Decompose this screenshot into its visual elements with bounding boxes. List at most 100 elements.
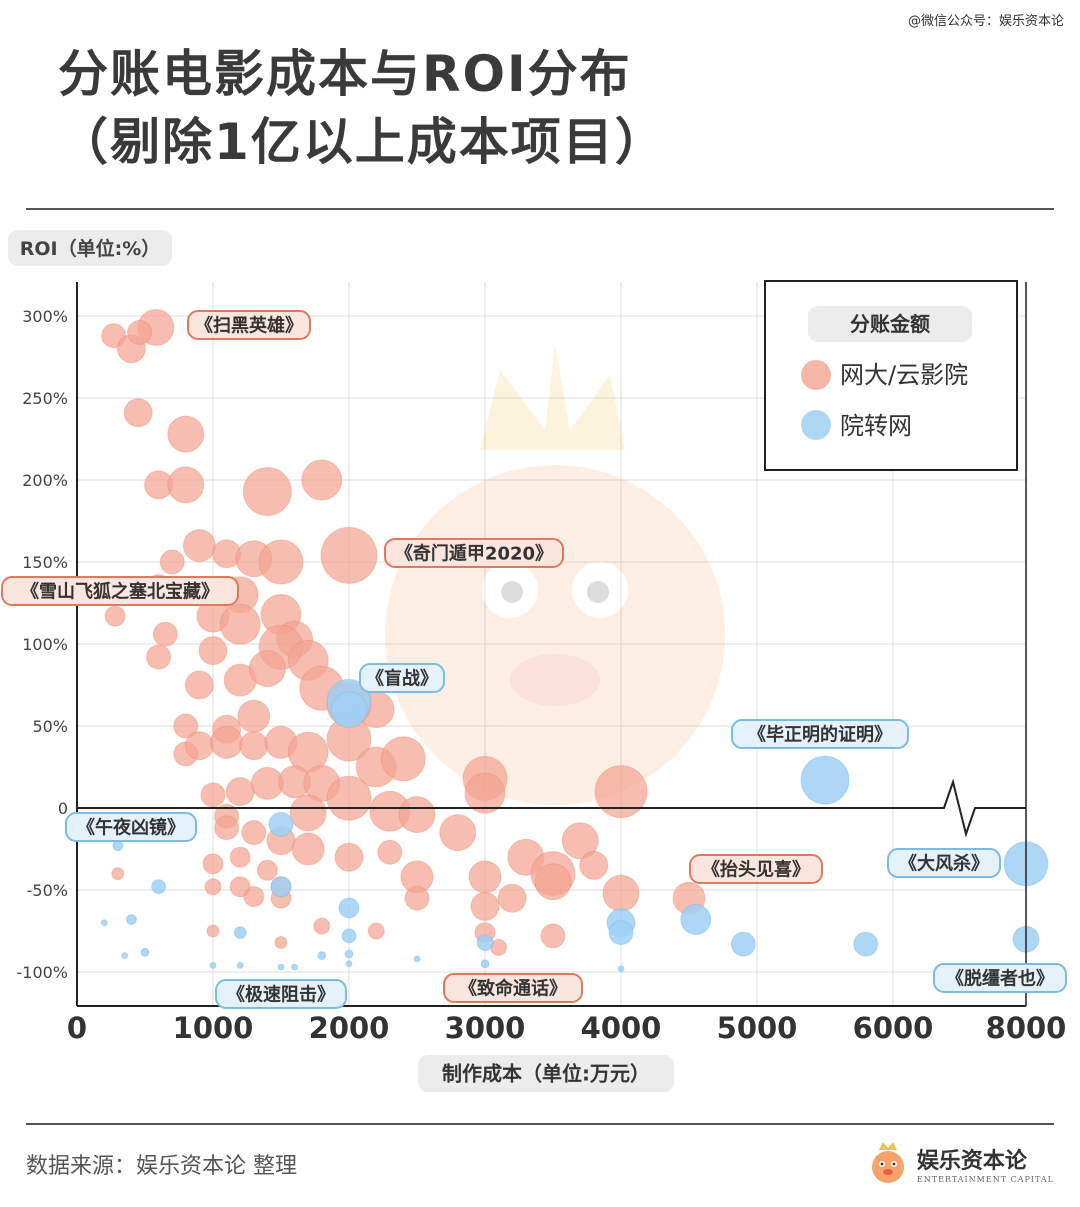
annotation-label-bg	[359, 663, 445, 693]
annotation-label-bg	[689, 854, 823, 884]
bubble-net-movie	[334, 842, 364, 872]
annotation-label-bg	[384, 538, 564, 568]
bubble-net-movie	[258, 539, 304, 585]
bubble-net-movie	[198, 636, 228, 666]
bubble-transfer-movie	[140, 947, 150, 957]
annotation-label-bg	[887, 848, 1001, 878]
x-axis-title: 制作成本（单位:万元）	[442, 1062, 650, 1086]
x-tick-label: 1000	[173, 1011, 254, 1045]
bubble-net-movie	[206, 924, 220, 938]
bubble-net-movie	[219, 603, 261, 645]
bubble-net-movie	[602, 874, 640, 912]
bottom-divider	[26, 1123, 1054, 1125]
y-tick-label: 250%	[22, 389, 68, 408]
title-line-1: 分账电影成本与ROI分布	[58, 45, 632, 103]
bubble-net-movie	[561, 822, 599, 860]
title-line-2: （剔除1亿以上成本项目）	[58, 113, 667, 171]
y-tick-label: 300%	[22, 307, 68, 326]
annotation-label: 《大风杀》	[899, 852, 989, 874]
brand-logo: 娱乐资本论 ENTERTAINMENT CAPITAL	[865, 1140, 1054, 1186]
brand-subtitle: ENTERTAINMENT CAPITAL	[916, 1174, 1054, 1184]
legend-title: 分账金额	[850, 312, 930, 336]
bubble-net-movie	[291, 832, 325, 866]
bubble-transfer-movie	[151, 879, 167, 895]
bubble-net-movie	[111, 867, 125, 881]
bubble-net-movie	[229, 876, 251, 898]
bubble-transfer-movie	[608, 920, 634, 946]
legend-label-transfer: 院转网	[840, 412, 912, 440]
bubble-transfer-movie	[125, 914, 137, 925]
bubble-net-movie	[439, 814, 477, 852]
bubble-transfer-movie	[112, 840, 124, 852]
bubble-transfer-movie	[413, 955, 421, 963]
bubble-net-movie	[497, 883, 527, 913]
bubble-net-movie	[146, 644, 172, 670]
bubble-transfer-movie	[100, 919, 108, 927]
annotation-label: 《脱缰者也》	[946, 967, 1054, 989]
bubble-transfer-movie	[291, 963, 299, 971]
bubble-net-movie	[104, 605, 126, 627]
legend-swatch-transfer	[801, 410, 831, 440]
bubble-net-movie	[380, 736, 426, 782]
bubble-transfer-movie	[233, 926, 247, 940]
bubble-net-movie	[225, 777, 255, 807]
y-tick-label: -100%	[16, 963, 68, 982]
bubble-transfer-movie	[617, 965, 625, 973]
bubble-net-movie	[123, 398, 153, 428]
x-tick-label: 0	[67, 1011, 87, 1045]
bubble-transfer-movie	[853, 931, 879, 957]
x-tick-label: 3000	[445, 1011, 526, 1045]
bubble-net-movie	[200, 782, 226, 808]
bubble-net-movie	[237, 699, 271, 733]
x-tick-label: 4000	[581, 1011, 662, 1045]
bubble-net-movie	[468, 860, 502, 894]
bubble-net-movie	[159, 549, 185, 575]
annotation-label: 《雪山飞狐之塞北宝藏》	[21, 580, 219, 602]
page-title: 分账电影成本与ROI分布 （剔除1亿以上成本项目）	[58, 40, 667, 176]
x-tick-label: 6000	[853, 1011, 934, 1045]
bubble-net-movie	[320, 526, 378, 584]
bubble-transfer-movie	[344, 949, 354, 959]
y-tick-label: 0	[58, 799, 68, 818]
bubble-transfer-movie	[345, 960, 353, 968]
bubble-net-movie	[248, 650, 286, 688]
mascot-watermark-icon	[385, 345, 725, 805]
annotation-label-bg	[215, 979, 347, 1009]
bubble-net-movie	[167, 466, 205, 504]
annotation-label-bg	[1, 576, 239, 606]
bubble-net-movie	[214, 815, 240, 841]
bubble-net-movie	[184, 670, 214, 700]
y-tick-label: 150%	[22, 553, 68, 572]
bubble-net-movie	[367, 922, 385, 940]
bubble-net-movie	[540, 923, 566, 949]
bubble-net-movie	[404, 885, 430, 911]
annotation-label-bg	[443, 973, 583, 1003]
bubble-transfer-movie	[209, 961, 217, 969]
bubble-net-movie	[398, 796, 436, 834]
y-axis-title: ROI（单位:%）	[20, 237, 161, 260]
annotation-label-bg	[731, 719, 909, 749]
brand-name: 娱乐资本论	[916, 1147, 1027, 1174]
data-source: 数据来源：娱乐资本论 整理	[26, 1154, 297, 1179]
bubble-transfer-movie	[236, 961, 244, 969]
bubble-net-movie	[274, 936, 288, 949]
bubble-net-movie	[173, 713, 199, 739]
bubble-net-movie	[204, 878, 222, 896]
bubble-net-movie	[579, 850, 609, 880]
legend-swatch-net	[801, 360, 831, 390]
x-tick-label: 2000	[309, 1011, 390, 1045]
bubble-transfer-movie	[121, 952, 129, 960]
bubble-transfer-movie	[476, 934, 494, 951]
bubble-net-movie	[202, 853, 224, 875]
bubble-transfer-movie	[317, 951, 327, 961]
annotation-label: 《极速阻击》	[227, 983, 335, 1005]
bubble-transfer-movie	[730, 931, 756, 957]
bubble-net-movie	[242, 467, 292, 516]
bubble-net-movie	[534, 863, 572, 901]
bubble-transfer-movie	[680, 904, 712, 935]
annotation-label: 《抬头见喜》	[702, 858, 810, 880]
mascot-icon	[871, 1142, 904, 1183]
bubble-transfer-movie	[338, 897, 360, 919]
legend-label-net: 网大/云影院	[840, 361, 968, 389]
